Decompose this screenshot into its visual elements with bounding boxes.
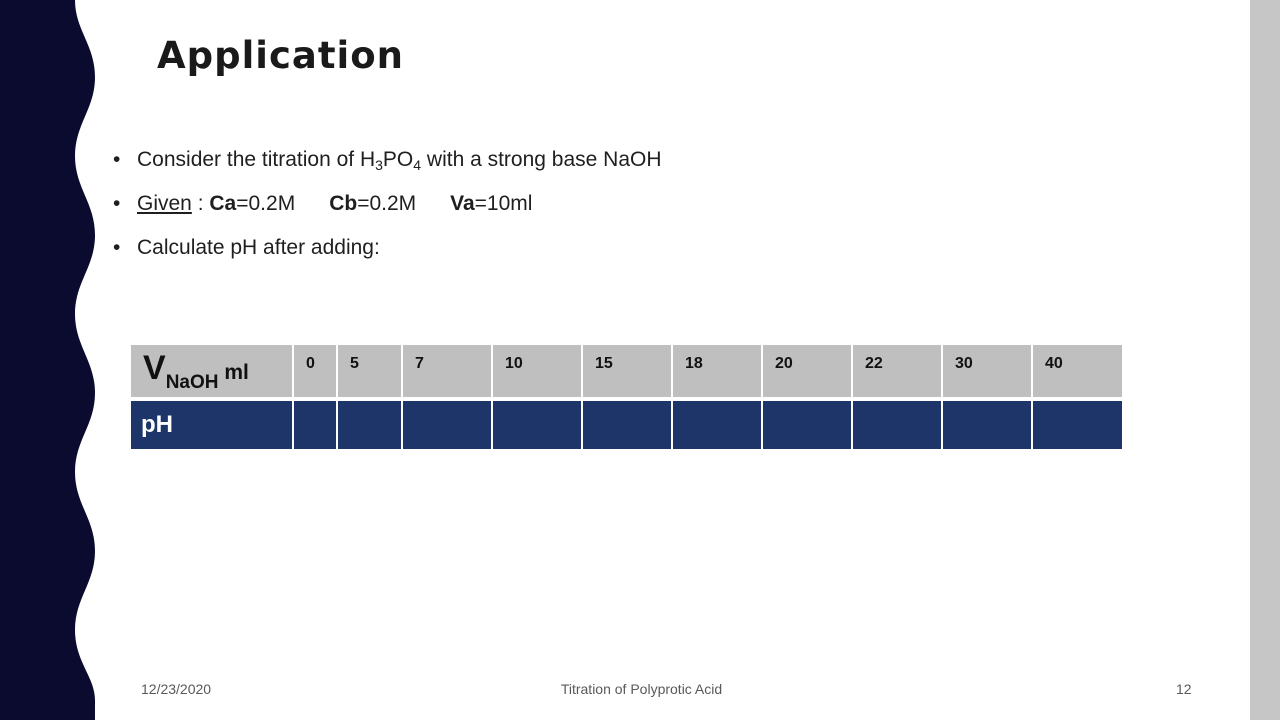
footer-page-number: 12 xyxy=(1176,681,1192,697)
ph-cell xyxy=(1032,401,1122,449)
ph-cell xyxy=(293,401,338,449)
given-label: Given xyxy=(137,192,192,215)
bullet-consider: • Consider the titration of H3PO4 with a … xyxy=(113,148,662,173)
footer-date: 12/23/2020 xyxy=(141,681,212,697)
bullet-list: • Consider the titration of H3PO4 with a … xyxy=(113,142,662,274)
volume-cell: 22 xyxy=(852,345,943,397)
volume-cell: 20 xyxy=(762,345,853,397)
volume-cell: 5 xyxy=(337,345,403,397)
ph-cell xyxy=(762,401,853,449)
ph-row: pH xyxy=(131,401,1122,449)
ph-cell xyxy=(942,401,1033,449)
volume-cell: 18 xyxy=(672,345,763,397)
ph-cell xyxy=(402,401,493,449)
volume-cell: 10 xyxy=(492,345,583,397)
ph-cell xyxy=(852,401,943,449)
bullet-calculate: • Calculate pH after adding: xyxy=(113,236,380,259)
ph-cell xyxy=(672,401,763,449)
volume-cell: 15 xyxy=(582,345,673,397)
volume-cell: 30 xyxy=(942,345,1033,397)
volume-cell: 40 xyxy=(1032,345,1122,397)
titration-table: VNaOH ml 0 5 7 10 15 18 20 22 30 40 pH xyxy=(131,345,1122,449)
volume-row-label: VNaOH ml xyxy=(131,345,294,397)
volume-row: VNaOH ml 0 5 7 10 15 18 20 22 30 40 xyxy=(131,345,1122,397)
ph-cell xyxy=(492,401,583,449)
bullet-given: • Given : Ca=0.2M Cb=0.2M Va=10ml xyxy=(113,192,533,215)
ph-cell xyxy=(582,401,673,449)
ph-row-label: pH xyxy=(131,401,294,449)
slide-title: Application xyxy=(157,34,405,77)
footer-title: Titration of Polyprotic Acid xyxy=(560,681,723,697)
ph-cell xyxy=(337,401,403,449)
volume-cell: 7 xyxy=(402,345,493,397)
wave-border-decoration xyxy=(0,0,95,720)
volume-cell: 0 xyxy=(293,345,338,397)
right-gray-bar xyxy=(1250,0,1280,720)
